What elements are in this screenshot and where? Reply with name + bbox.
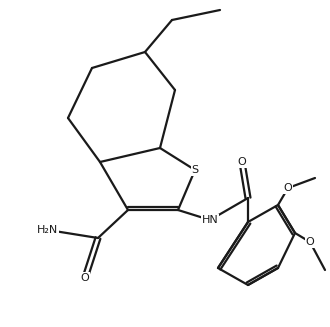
Text: S: S bbox=[191, 165, 199, 175]
Text: O: O bbox=[81, 273, 89, 283]
Text: O: O bbox=[238, 157, 247, 167]
Text: HN: HN bbox=[202, 215, 218, 225]
Text: H₂N: H₂N bbox=[37, 225, 59, 235]
Text: O: O bbox=[283, 183, 292, 193]
Text: O: O bbox=[306, 237, 314, 247]
